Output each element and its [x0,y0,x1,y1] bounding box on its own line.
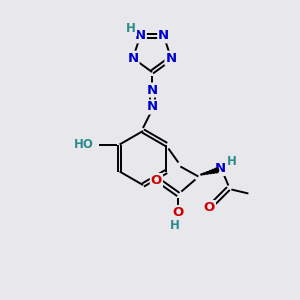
Circle shape [212,169,215,173]
Text: N: N [215,162,226,175]
Text: O: O [204,201,215,214]
Circle shape [214,168,219,173]
Circle shape [201,174,202,175]
Text: H: H [126,22,136,35]
Text: H: H [169,219,179,232]
Text: N: N [128,52,139,65]
Text: H: H [226,155,236,168]
Text: N: N [135,29,146,42]
Text: N: N [158,29,169,42]
Text: O: O [151,174,162,187]
Circle shape [203,173,205,175]
Text: N: N [146,83,158,97]
Circle shape [209,170,212,174]
Text: O: O [173,206,184,219]
Text: HO: HO [74,138,94,151]
Text: N: N [166,52,177,65]
Circle shape [206,172,208,174]
Text: N: N [146,100,158,113]
